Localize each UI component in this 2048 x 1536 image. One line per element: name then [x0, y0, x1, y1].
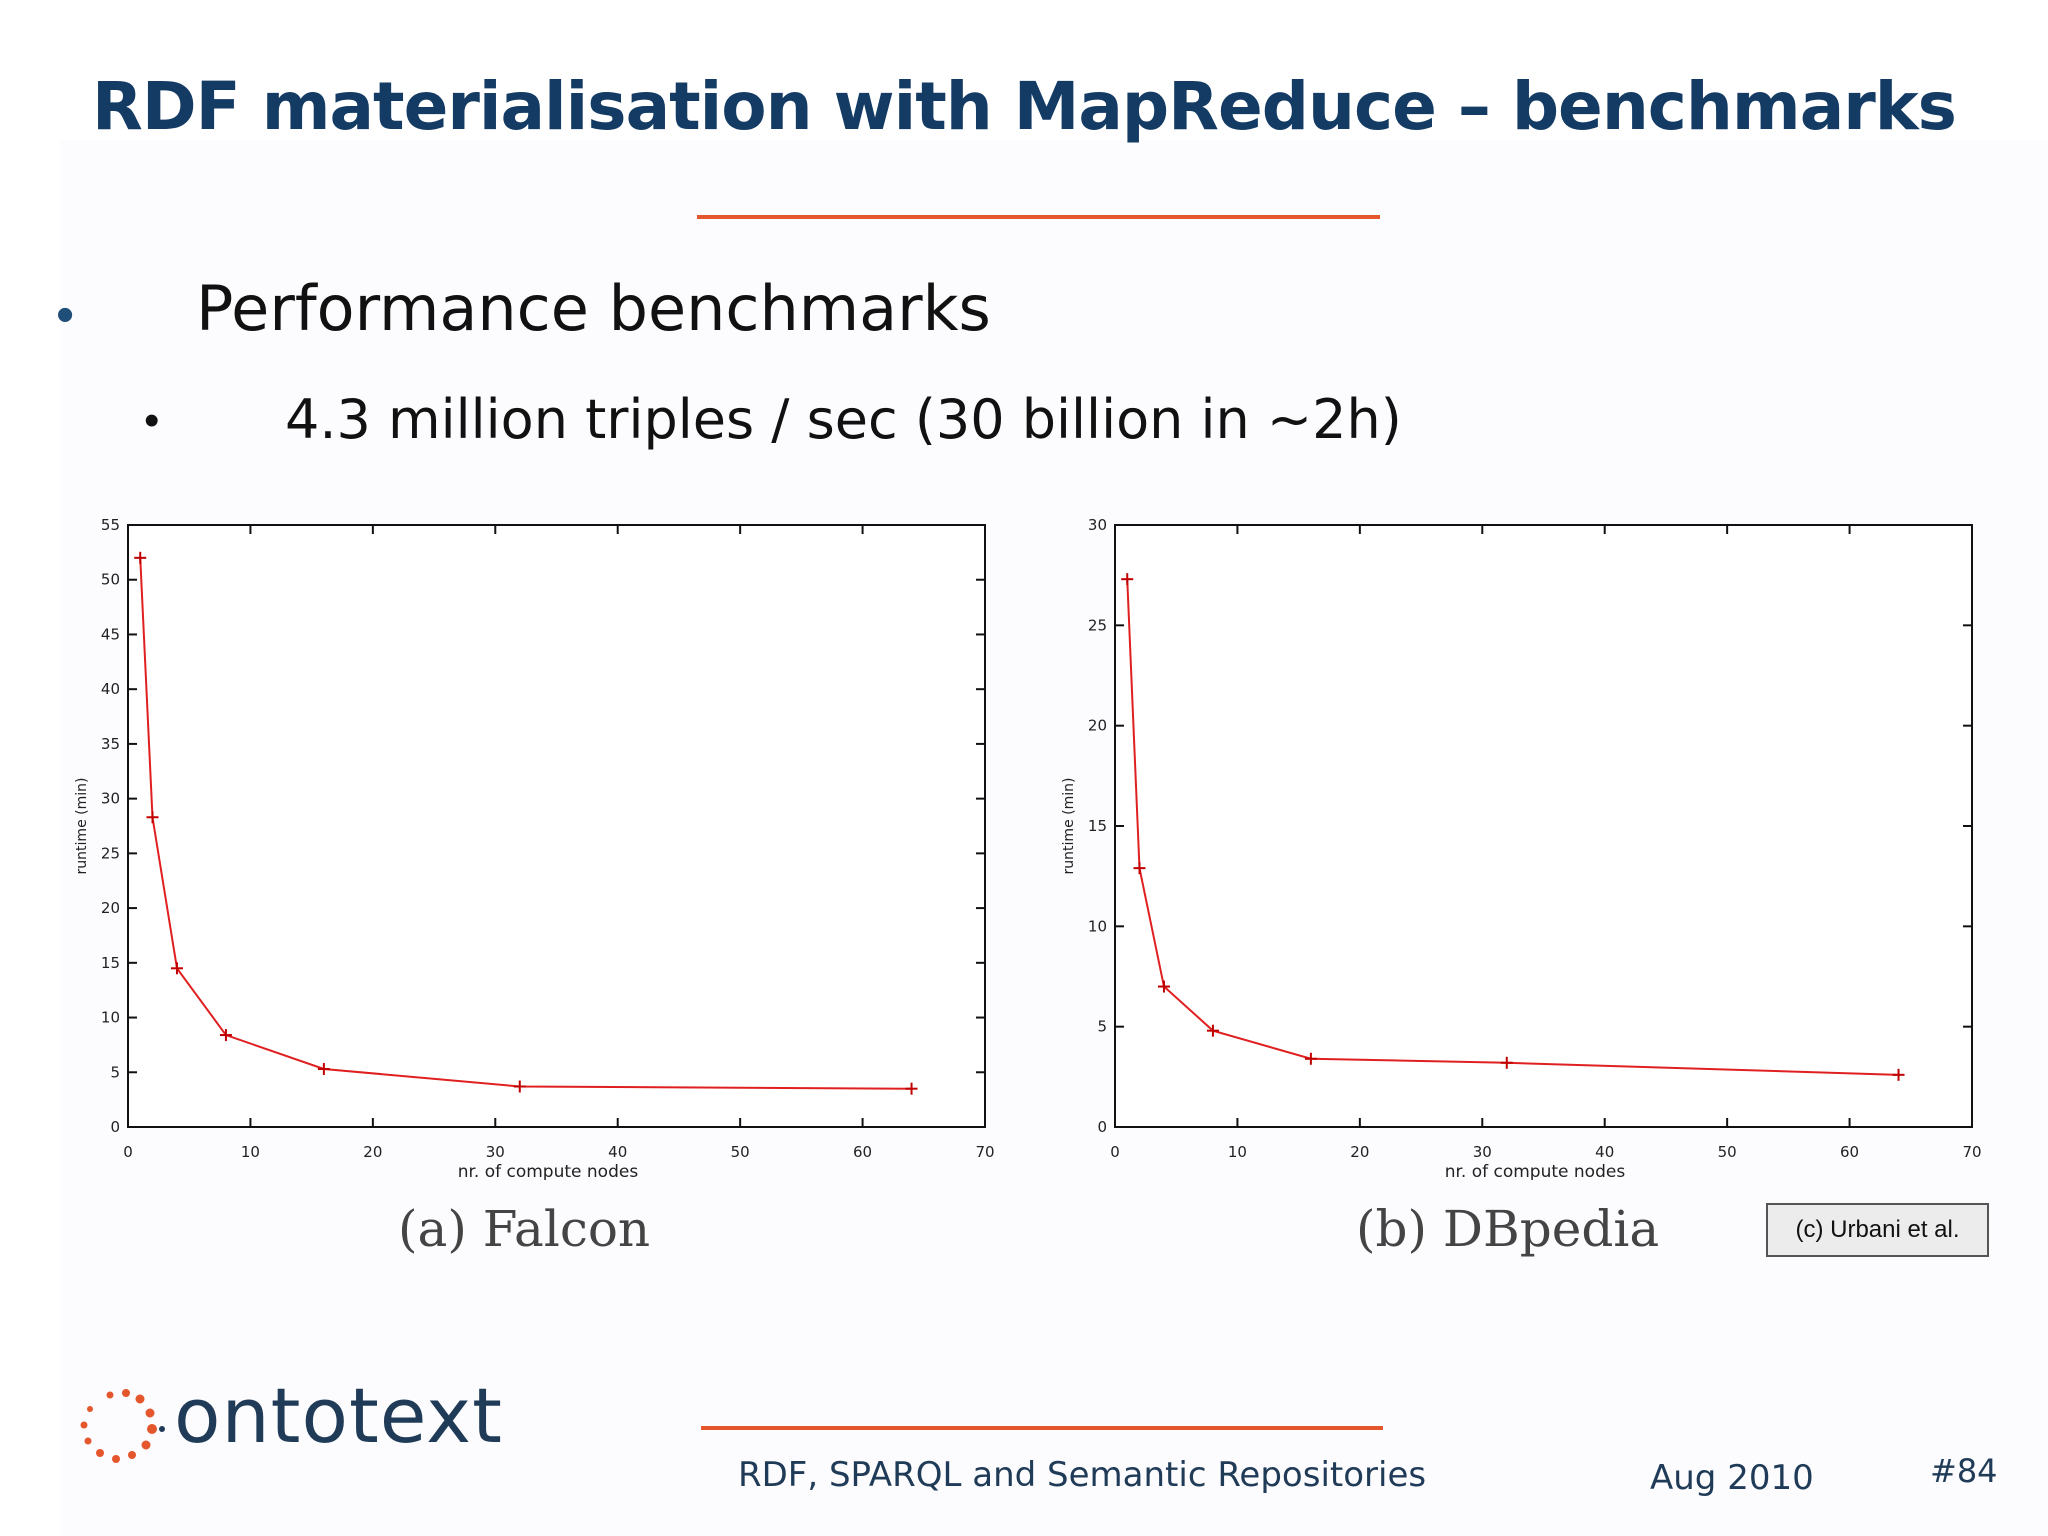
dbpedia-x-tick-label: 60	[1840, 1143, 1859, 1161]
falcon-y-tick-label: 35	[101, 735, 120, 753]
falcon-x-tick-label: 20	[363, 1143, 382, 1161]
dbpedia-data-point	[1500, 1056, 1513, 1069]
falcon-plot-area	[127, 524, 986, 1128]
falcon-y-tick-label: 30	[101, 790, 120, 808]
falcon-y-tick-label: 40	[101, 680, 120, 698]
falcon-data-point	[513, 1080, 526, 1093]
chart-falcon-svg: 0 10 20 30 40 50 60 70 0 5 10 15 20 25 30 35 40 45 50 55 nr.…	[74, 516, 995, 1180]
falcon-x-tick-label: 50	[731, 1143, 750, 1161]
falcon-data-point	[170, 962, 183, 975]
falcon-data-point	[134, 551, 147, 564]
dbpedia-data-point	[1206, 1024, 1219, 1037]
dbpedia-y-tick-label: 5	[1097, 1018, 1107, 1036]
logo-dots-icon	[80, 1389, 165, 1463]
dbpedia-x-tick-label: 0	[1110, 1143, 1120, 1161]
footer-divider	[701, 1426, 1383, 1430]
footer-date: Aug 2010	[1650, 1458, 1814, 1498]
falcon-y-tick-label: 55	[101, 516, 120, 534]
falcon-x-tick-label: 40	[608, 1143, 627, 1161]
falcon-x-tick-label: 10	[241, 1143, 260, 1161]
falcon-data-point	[219, 1029, 232, 1042]
bullet-sub: 4.3 million triples / sec (30 billion in…	[285, 388, 1402, 451]
falcon-x-tick-label: 60	[853, 1143, 872, 1161]
chart-caption-dbpedia: (b) DBpedia	[1356, 1200, 1660, 1258]
falcon-y-tick-label: 10	[101, 1009, 120, 1027]
dbpedia-data-point	[1121, 573, 1134, 586]
dbpedia-data-point	[1892, 1068, 1905, 1081]
falcon-x-tick-label: 70	[975, 1143, 994, 1161]
falcon-data-point	[146, 811, 159, 824]
falcon-data-point	[905, 1082, 918, 1095]
ontotext-logo: ontotext	[76, 1371, 502, 1465]
chart-falcon: 0 10 20 30 40 50 60 70 0 5 10 15 20 25 30 35 40 45 50 55 nr.…	[68, 510, 1008, 1180]
falcon-x-tick-label: 0	[123, 1143, 133, 1161]
bullet-marker: •	[56, 286, 75, 344]
falcon-y-axis-label: runtime (min)	[74, 778, 90, 875]
credit-box: (c) Urbani et al.	[1766, 1203, 1989, 1257]
dbpedia-data-point	[1157, 980, 1170, 993]
dbpedia-plot-area	[1114, 524, 1973, 1128]
falcon-y-tick-label: 5	[110, 1063, 120, 1081]
falcon-y-tick-label: 50	[101, 571, 120, 589]
dbpedia-y-axis-label: runtime (min)	[1061, 778, 1077, 875]
falcon-y-tick-label: 0	[110, 1118, 120, 1136]
dbpedia-y-tick-label: 30	[1088, 516, 1107, 534]
title-divider	[697, 215, 1380, 219]
dbpedia-x-tick-label: 20	[1350, 1143, 1369, 1161]
slide-title: RDF materialisation with MapReduce – ben…	[92, 68, 1957, 145]
falcon-y-tick-label: 25	[101, 844, 120, 862]
bullet-marker: •	[144, 396, 160, 445]
dbpedia-y-tick-label: 25	[1088, 616, 1107, 634]
dbpedia-x-tick-label: 50	[1718, 1143, 1737, 1161]
bullet-main: Performance benchmarks	[196, 272, 991, 345]
dbpedia-x-tick-label: 10	[1228, 1143, 1247, 1161]
dbpedia-y-tick-label: 20	[1088, 717, 1107, 735]
dbpedia-y-tick-label: 10	[1088, 917, 1107, 935]
falcon-data-point	[317, 1062, 330, 1075]
falcon-y-tick-label: 15	[101, 954, 120, 972]
dbpedia-x-tick-label: 40	[1595, 1143, 1614, 1161]
falcon-x-axis-label: nr. of compute nodes	[458, 1162, 639, 1180]
logo-wordmark: ontotext	[174, 1371, 503, 1460]
dbpedia-y-tick-label: 15	[1088, 817, 1107, 835]
dbpedia-y-tick-label: 0	[1097, 1118, 1107, 1136]
chart-caption-falcon: (a) Falcon	[398, 1200, 651, 1258]
dbpedia-x-tick-label: 70	[1962, 1143, 1981, 1161]
dbpedia-data-point	[1304, 1052, 1317, 1065]
falcon-y-tick-label: 45	[101, 625, 120, 643]
dbpedia-x-tick-label: 30	[1473, 1143, 1492, 1161]
falcon-y-tick-label: 20	[101, 899, 120, 917]
dbpedia-data-point	[1133, 862, 1146, 875]
chart-dbpedia: 0 10 20 30 40 50 60 70 0 5 10 15 20 25 30 nr. of comput…	[1055, 510, 1995, 1180]
slide-number: #84	[1930, 1452, 1998, 1490]
dbpedia-x-axis-label: nr. of compute nodes	[1445, 1162, 1626, 1180]
falcon-x-tick-label: 30	[486, 1143, 505, 1161]
footer-title: RDF, SPARQL and Semantic Repositories	[738, 1455, 1427, 1495]
